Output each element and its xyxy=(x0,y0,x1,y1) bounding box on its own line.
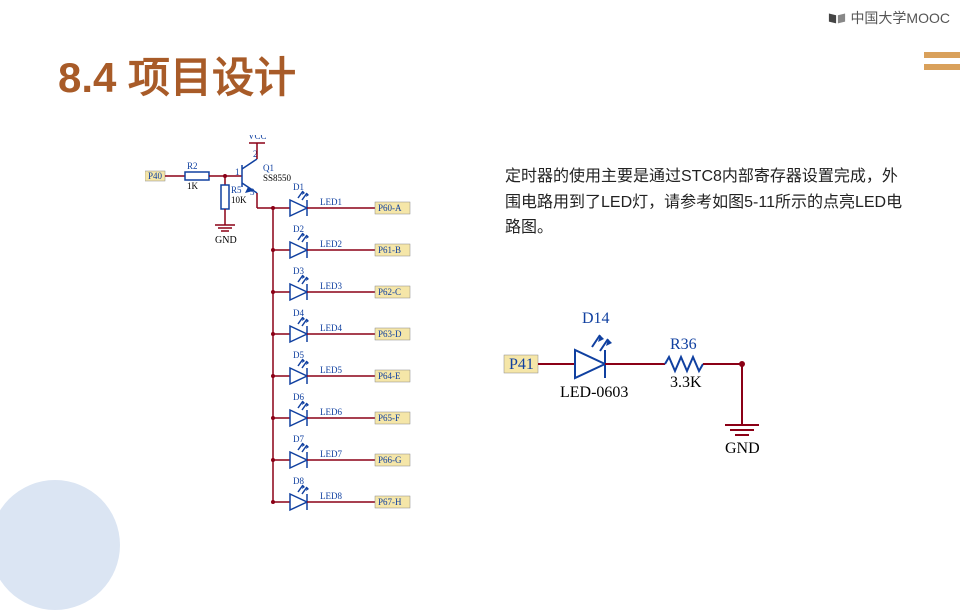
page-title: 8.4 项目设计 xyxy=(58,44,296,105)
svg-text:D6: D6 xyxy=(293,392,304,402)
svg-text:D7: D7 xyxy=(293,434,304,444)
svg-text:D4: D4 xyxy=(293,308,304,318)
svg-text:LED6: LED6 xyxy=(320,407,342,417)
svg-text:LED8: LED8 xyxy=(320,491,342,501)
svg-text:D8: D8 xyxy=(293,476,304,486)
svg-text:LED7: LED7 xyxy=(320,449,342,459)
svg-text:P65-F: P65-F xyxy=(378,413,400,423)
r2-value: 1K xyxy=(187,181,199,191)
p41-label: P41 xyxy=(509,356,534,373)
svg-text:D5: D5 xyxy=(293,350,304,360)
r5-value: 10K xyxy=(231,195,247,205)
svg-text:LED3: LED3 xyxy=(320,281,342,291)
watermark-text: 中国大学MOOC xyxy=(850,8,950,28)
mooc-watermark: 中国大学MOOC xyxy=(828,8,950,28)
svg-text:P64-E: P64-E xyxy=(378,371,401,381)
svg-text:D3: D3 xyxy=(293,266,304,276)
svg-text:D2: D2 xyxy=(293,224,304,234)
gnd-right: GND xyxy=(725,440,760,457)
svg-text:1: 1 xyxy=(235,167,240,177)
svg-text:P60-A: P60-A xyxy=(378,203,402,213)
svg-text:P66-G: P66-G xyxy=(378,455,402,465)
vcc-label: VCC xyxy=(248,135,267,141)
r36-name: R36 xyxy=(670,336,697,353)
svg-text:LED1: LED1 xyxy=(320,197,342,207)
svg-text:D1: D1 xyxy=(293,182,304,192)
circuit-diagram-right: P41 D14 LED-0603 R36 3.3K GND xyxy=(500,295,790,465)
svg-text:LED2: LED2 xyxy=(320,239,342,249)
q1-value: SS8550 xyxy=(263,173,292,183)
r36-value: 3.3K xyxy=(670,374,702,391)
svg-text:P61-B: P61-B xyxy=(378,245,401,255)
description-text: 定时器的使用主要是通过STC8内部寄存器设置完成，外围电路用到了LED灯，请参考… xyxy=(505,164,905,241)
book-icon xyxy=(828,11,846,25)
q1-name: Q1 xyxy=(263,163,274,173)
svg-text:3: 3 xyxy=(250,187,255,197)
description-block: 定时器的使用主要是通过STC8内部寄存器设置完成，外围电路用到了LED灯，请参考… xyxy=(505,164,905,241)
r2-name: R2 xyxy=(187,161,198,171)
svg-text:LED4: LED4 xyxy=(320,323,342,333)
d14-label: D14 xyxy=(582,310,610,327)
circle-decoration xyxy=(0,480,120,610)
gnd-left: GND xyxy=(215,235,237,246)
svg-text:P63-D: P63-D xyxy=(378,329,402,339)
p40-label: P40 xyxy=(148,171,163,181)
accent-bars xyxy=(924,52,960,70)
r5-name: R5 xyxy=(231,185,242,195)
svg-text:P67-H: P67-H xyxy=(378,497,402,507)
led-part-label: LED-0603 xyxy=(560,384,628,401)
circuit-diagram-left: P40 R2 1K R5 10K GND 1 2 3 Q1 SS8550 VCC xyxy=(145,135,445,515)
svg-text:LED5: LED5 xyxy=(320,365,342,375)
svg-text:P62-C: P62-C xyxy=(378,287,401,297)
